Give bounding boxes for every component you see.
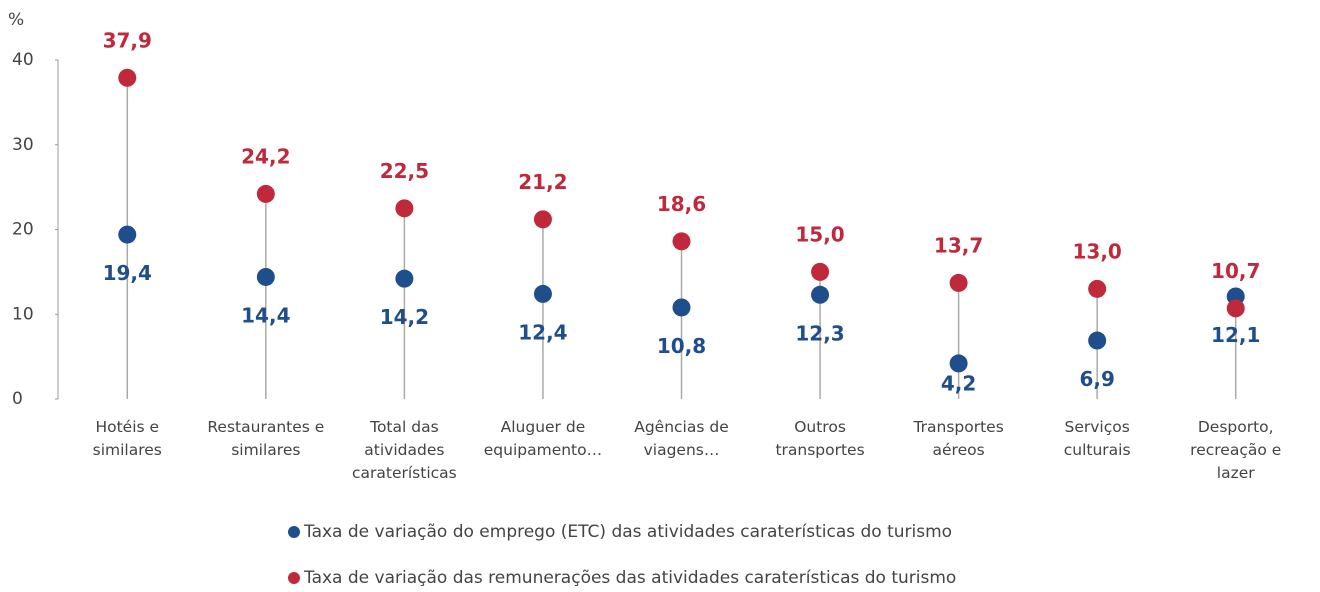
dot [811,285,830,304]
dot [533,284,552,303]
value-label: 12,3 [795,321,844,345]
y-tick-label: 40 [12,50,34,70]
x-tick-line: Transportes [912,418,1003,436]
dot [256,267,275,286]
x-tick-line: recreação e [1190,441,1281,459]
dot [672,298,691,317]
x-tick-line: similares [93,441,162,459]
dot [1088,279,1107,298]
dot [118,225,137,244]
dot [395,199,414,218]
value-label: 19,4 [103,261,152,285]
x-tick-label: Desporto, recreação e lazer [1190,418,1281,482]
x-tick-line: aéreos [933,441,985,459]
value-label: 14,2 [380,305,429,329]
x-tick-line: transportes [775,441,864,459]
x-tick-line: lazer [1217,464,1255,482]
legend-marker [288,526,300,538]
y-tick-label: 20 [12,220,34,240]
x-tick-line: Restaurantes e [207,418,324,436]
value-label: 22,5 [380,159,429,183]
x-tick-label: Total das atividades caraterísticas [352,418,457,482]
value-label: 12,4 [518,320,567,344]
x-tick-line: caraterísticas [352,464,457,482]
dot [672,232,691,251]
value-label: 4,2 [941,372,976,396]
dot [533,210,552,229]
value-label: 24,2 [241,144,290,168]
legend-label: Taxa de variação das remunerações das at… [303,568,956,588]
x-tick-line: Total das [369,418,439,436]
x-tick-line: Hotéis e [95,418,159,436]
x-tick-line: Aluguer de [501,418,586,436]
value-label: 37,9 [103,28,152,52]
dot [1088,331,1107,350]
value-label: 10,8 [657,334,706,358]
x-tick-label: Serviços culturais [1064,418,1131,459]
x-tick-line: Outros [794,418,846,436]
x-tick-line: Agências de [634,418,729,436]
x-tick-label: Transportes aéreos [912,418,1003,459]
x-tick-label: Outros transportes [775,418,864,459]
value-label: 14,4 [241,303,290,327]
value-label: 13,7 [934,233,983,257]
y-tick-label: 30 [12,135,34,155]
dot [1226,299,1245,318]
x-tick-line: equipamento… [484,441,602,459]
x-tick-line: viagens… [644,441,720,459]
y-axis-label: % [8,10,24,30]
x-tick-line: culturais [1064,441,1131,459]
x-tick-label: Hotéis e similares [93,418,162,459]
value-label: 21,2 [518,170,567,194]
value-label: 18,6 [657,192,706,216]
legend-marker [288,572,300,584]
dot [118,68,137,87]
dot [256,184,275,203]
dot [395,269,414,288]
x-tick-line: similares [231,441,300,459]
value-label: 15,0 [795,222,844,246]
y-tick-label: 0 [12,389,23,409]
x-tick-line: atividades [364,441,444,459]
dot [949,354,968,373]
legend-label: Taxa de variação do emprego (ETC) das at… [303,522,952,542]
x-tick-label: Agências de viagens… [634,418,729,459]
dot [811,262,830,281]
x-tick-label: Restaurantes e similares [207,418,324,459]
value-label: 12,1 [1211,323,1260,347]
value-label: 6,9 [1079,367,1114,391]
x-tick-line: Serviços [1065,418,1130,436]
value-label: 13,0 [1072,239,1121,263]
value-label: 10,7 [1211,259,1260,283]
dot [949,273,968,292]
y-tick-label: 10 [12,304,34,324]
x-tick-line: Desporto, [1198,418,1274,436]
x-tick-label: Aluguer de equipamento… [484,418,602,459]
